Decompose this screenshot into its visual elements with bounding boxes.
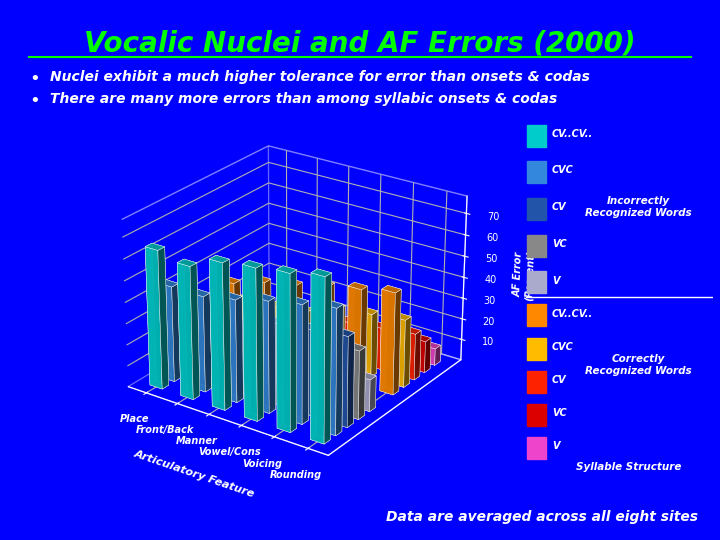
Text: CV..CV..: CV..CV..: [552, 309, 593, 319]
Text: CVC: CVC: [552, 342, 574, 352]
Text: VC: VC: [552, 239, 567, 249]
Bar: [528, 370, 546, 393]
Text: CV: CV: [552, 202, 567, 212]
Bar: [528, 338, 546, 360]
Bar: [528, 125, 546, 146]
Text: Nuclei exhibit a much higher tolerance for error than onsets & codas: Nuclei exhibit a much higher tolerance f…: [50, 70, 590, 84]
Bar: [528, 272, 546, 293]
Text: Syllable Structure: Syllable Structure: [576, 462, 681, 471]
Text: Data are averaged across all eight sites: Data are averaged across all eight sites: [387, 510, 698, 524]
Bar: [528, 305, 546, 327]
Text: •: •: [29, 70, 40, 88]
Text: CV: CV: [552, 375, 567, 384]
Text: Vocalic Nuclei and AF Errors (2000): Vocalic Nuclei and AF Errors (2000): [84, 30, 636, 58]
Text: V: V: [552, 441, 559, 451]
Text: CV..CV..: CV..CV..: [552, 129, 593, 139]
Text: There are many more errors than among syllabic onsets & codas: There are many more errors than among sy…: [50, 92, 558, 106]
Bar: [528, 198, 546, 220]
X-axis label: Articulatory Feature: Articulatory Feature: [133, 449, 256, 500]
Bar: [528, 403, 546, 426]
Text: V: V: [552, 275, 559, 286]
Text: VC: VC: [552, 408, 567, 418]
Bar: [528, 161, 546, 183]
Bar: [528, 235, 546, 256]
Bar: [528, 437, 546, 458]
Text: •: •: [29, 92, 40, 110]
Text: CVC: CVC: [552, 165, 574, 176]
Text: Correctly
Recognized Words: Correctly Recognized Words: [585, 354, 691, 376]
Text: Incorrectly
Recognized Words: Incorrectly Recognized Words: [585, 197, 691, 218]
